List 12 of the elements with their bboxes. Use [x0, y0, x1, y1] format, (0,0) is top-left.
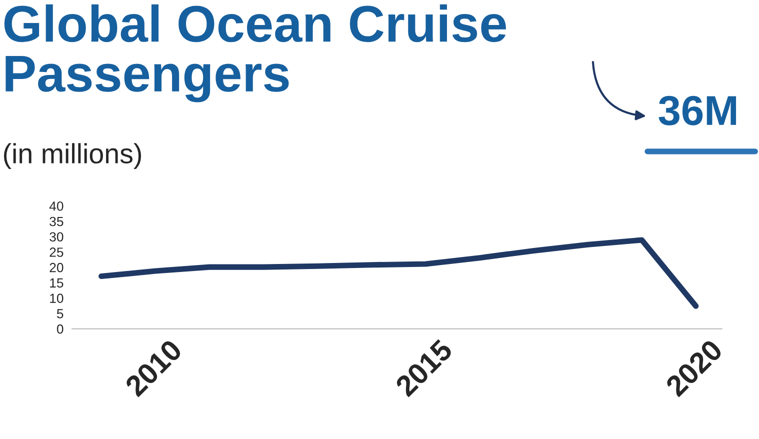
y-tick-label: 30 [50, 232, 64, 242]
y-tick-label: 35 [50, 216, 64, 226]
text: 36M [658, 96, 736, 126]
y-tick-label: 40 [49, 201, 64, 211]
y-tick-label: 5 [56, 309, 64, 318]
y-tick-label: 20 [50, 262, 64, 272]
y-tick-label: 0 [56, 324, 64, 334]
y-tick-label: 10 [50, 294, 64, 303]
y-tick-label: 25 [50, 248, 64, 257]
chart-subtitle: (in millions) [4, 143, 141, 169]
y-tick-label: 15 [50, 278, 64, 288]
chart-title: Global Ocean Cruise Passengers [4, 4, 506, 102]
